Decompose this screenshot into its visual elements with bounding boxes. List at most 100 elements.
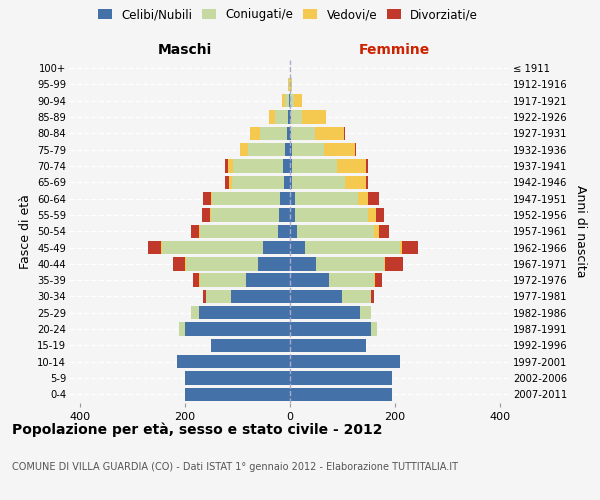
Bar: [226, 160, 228, 172]
Bar: [200, 224, 278, 238]
Bar: [290, 306, 361, 320]
Bar: [205, 290, 230, 303]
Bar: [279, 208, 290, 222]
Bar: [290, 372, 392, 384]
Bar: [161, 241, 163, 254]
Bar: [290, 143, 292, 156]
Bar: [232, 176, 284, 189]
Text: Femmine: Femmine: [359, 44, 430, 58]
Bar: [358, 192, 368, 205]
Bar: [373, 274, 374, 287]
Bar: [212, 192, 280, 205]
Bar: [275, 110, 288, 124]
Bar: [337, 160, 365, 172]
Bar: [365, 160, 368, 172]
Bar: [290, 176, 292, 189]
Bar: [211, 208, 279, 222]
Bar: [379, 224, 389, 238]
Bar: [269, 110, 275, 124]
Bar: [371, 290, 373, 303]
Bar: [200, 274, 247, 287]
Bar: [292, 143, 323, 156]
Bar: [368, 208, 376, 222]
Bar: [250, 126, 260, 140]
Bar: [176, 355, 290, 368]
Bar: [202, 208, 210, 222]
Bar: [286, 143, 290, 156]
Bar: [365, 176, 368, 189]
Bar: [371, 322, 377, 336]
Bar: [199, 224, 200, 238]
Bar: [385, 257, 403, 270]
Bar: [210, 208, 211, 222]
Bar: [376, 208, 384, 222]
Bar: [290, 290, 342, 303]
Bar: [295, 192, 358, 205]
Bar: [292, 160, 337, 172]
Bar: [290, 274, 329, 287]
Bar: [374, 274, 382, 287]
Bar: [298, 224, 373, 238]
Legend: Celibi/Nubili, Coniugati/e, Vedovi/e, Divorziati/e: Celibi/Nubili, Coniugati/e, Vedovi/e, Di…: [95, 6, 481, 24]
Bar: [260, 126, 287, 140]
Bar: [258, 257, 290, 270]
Bar: [291, 126, 314, 140]
Bar: [285, 94, 289, 108]
Bar: [361, 306, 371, 320]
Bar: [280, 192, 290, 205]
Bar: [384, 257, 385, 270]
Bar: [263, 241, 290, 254]
Bar: [302, 110, 326, 124]
Bar: [329, 274, 373, 287]
Bar: [211, 192, 212, 205]
Text: Popolazione per età, sesso e stato civile - 2012: Popolazione per età, sesso e stato civil…: [12, 422, 383, 437]
Bar: [211, 338, 290, 352]
Bar: [229, 176, 232, 189]
Bar: [290, 257, 316, 270]
Bar: [283, 160, 290, 172]
Bar: [185, 388, 290, 401]
Bar: [185, 372, 290, 384]
Bar: [290, 110, 302, 124]
Bar: [247, 274, 290, 287]
Bar: [278, 224, 290, 238]
Bar: [342, 290, 371, 303]
Bar: [191, 224, 199, 238]
Bar: [199, 306, 290, 320]
Bar: [184, 257, 185, 270]
Bar: [290, 126, 291, 140]
Bar: [290, 224, 298, 238]
Bar: [290, 355, 400, 368]
Bar: [314, 126, 344, 140]
Bar: [305, 241, 400, 254]
Bar: [193, 274, 199, 287]
Text: COMUNE DI VILLA GUARDIA (CO) - Dati ISTAT 1° gennaio 2012 - Elaborazione TUTTITA: COMUNE DI VILLA GUARDIA (CO) - Dati ISTA…: [12, 462, 458, 472]
Bar: [233, 160, 283, 172]
Bar: [148, 241, 161, 254]
Bar: [179, 322, 185, 336]
Bar: [403, 241, 418, 254]
Text: Maschi: Maschi: [157, 44, 212, 58]
Bar: [185, 322, 290, 336]
Bar: [173, 257, 185, 270]
Bar: [400, 241, 403, 254]
Bar: [239, 143, 248, 156]
Bar: [344, 176, 365, 189]
Bar: [163, 241, 263, 254]
Bar: [316, 257, 384, 270]
Bar: [323, 143, 355, 156]
Bar: [290, 322, 371, 336]
Y-axis label: Fasce di età: Fasce di età: [19, 194, 32, 268]
Bar: [191, 306, 199, 320]
Bar: [199, 274, 200, 287]
Bar: [290, 160, 292, 172]
Bar: [288, 110, 290, 124]
Y-axis label: Anni di nascita: Anni di nascita: [574, 185, 587, 278]
Bar: [355, 143, 356, 156]
Bar: [292, 176, 344, 189]
Bar: [295, 208, 368, 222]
Bar: [373, 224, 379, 238]
Bar: [368, 192, 379, 205]
Bar: [290, 241, 305, 254]
Bar: [290, 192, 295, 205]
